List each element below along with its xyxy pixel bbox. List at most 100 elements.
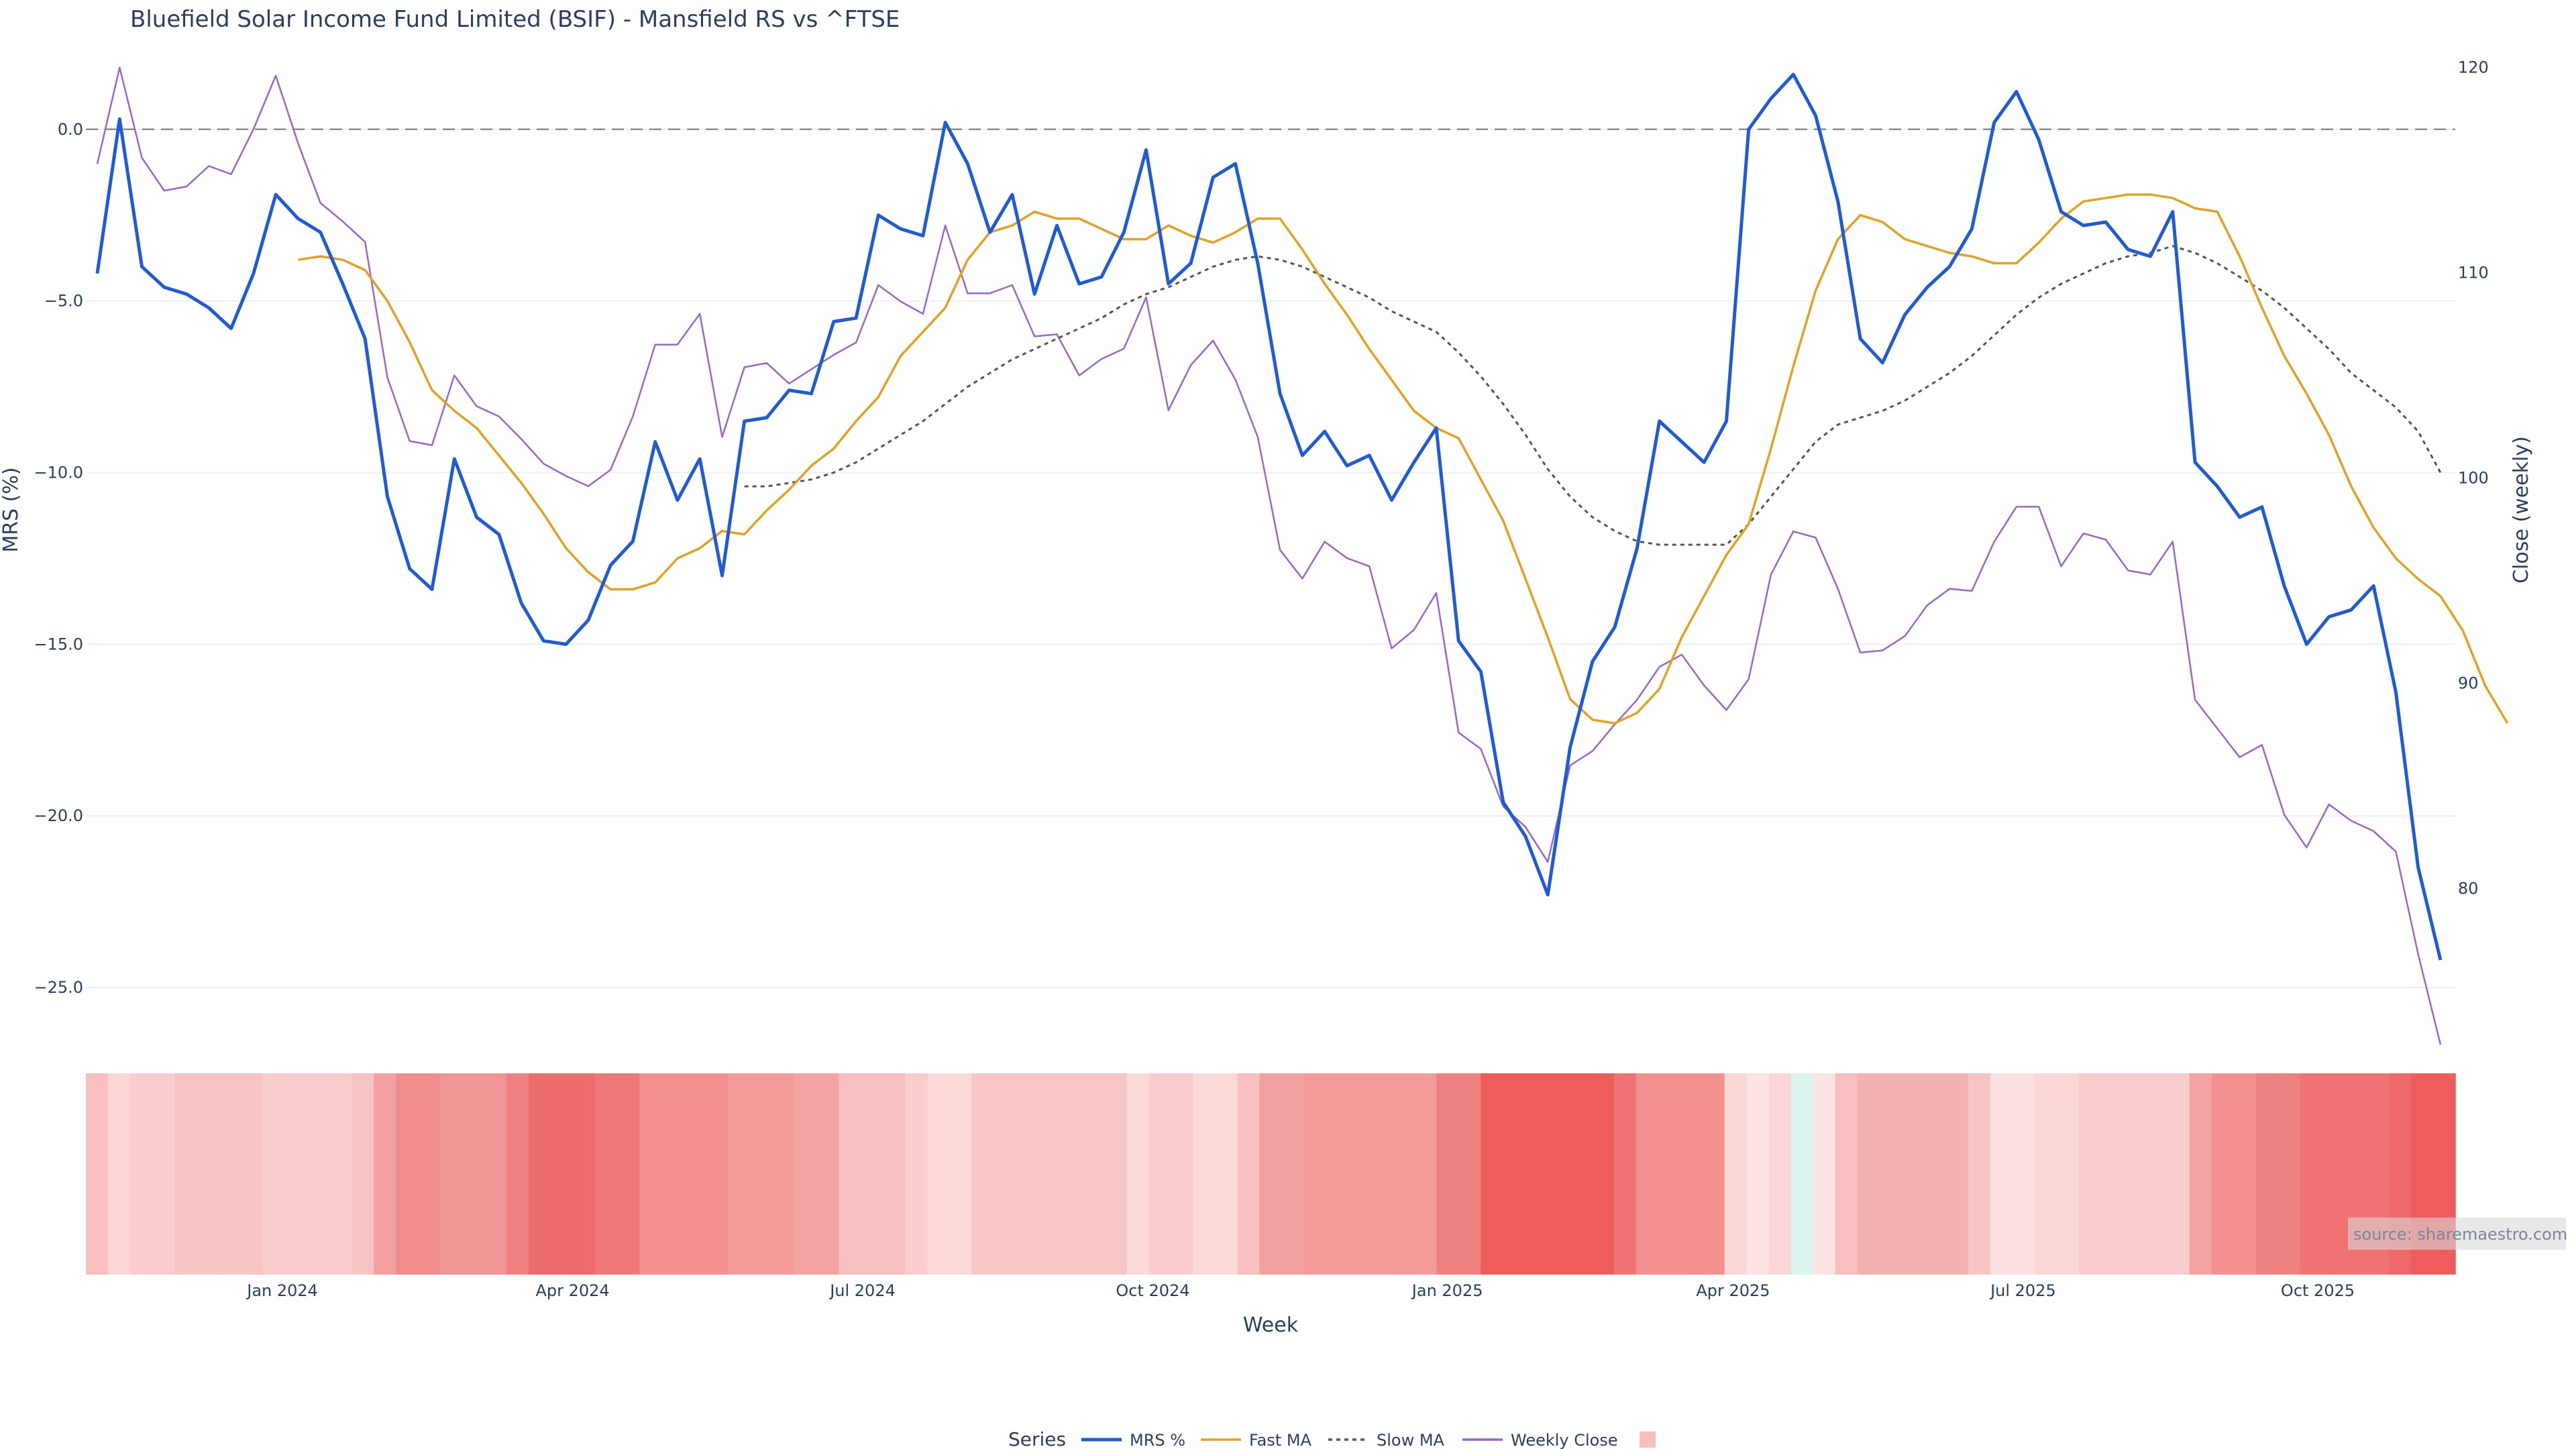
heatmap-cell	[2123, 1073, 2146, 1275]
heatmap-cell	[595, 1073, 619, 1275]
heatmap-cell	[1060, 1073, 1083, 1275]
heatmap-cell	[1392, 1073, 1415, 1275]
heatmap-cell	[506, 1073, 529, 1275]
heatmap-cell	[2056, 1073, 2080, 1275]
legend: Series MRS % Fast MA Slow MA Weekly Close	[1008, 1428, 1656, 1449]
heatmap-cell	[2012, 1073, 2035, 1275]
y-left-tick-label: −10.0	[34, 464, 83, 482]
heatmap-cell	[2211, 1073, 2235, 1275]
heatmap-cell	[396, 1073, 419, 1275]
heatmap-cell	[1857, 1073, 1880, 1275]
source-annotation: source: sharemaestro.com	[2348, 1218, 2567, 1250]
heatmap-cell	[2233, 1073, 2257, 1275]
x-tick-label: Oct 2024	[1116, 1281, 1189, 1300]
heatmap-cell	[1658, 1073, 1681, 1275]
heatmap-cell	[1768, 1073, 1792, 1275]
x-tick-label: Apr 2025	[1696, 1281, 1770, 1300]
heatmap-cell	[2322, 1073, 2345, 1275]
heatmap-cell	[1082, 1073, 1106, 1275]
heatmap-cell	[2034, 1073, 2057, 1275]
heatmap-cell	[2100, 1073, 2124, 1275]
heatmap-cell	[1259, 1073, 1283, 1275]
heatmap-cell	[1968, 1073, 1991, 1275]
heatmap-cell	[905, 1073, 928, 1275]
y-right-tick-label: 120	[2458, 58, 2489, 77]
heatmap-cell	[1414, 1073, 1438, 1275]
heatmap-cell	[418, 1073, 441, 1275]
series-line-fast-ma	[298, 193, 2509, 724]
heatmap-cell	[750, 1073, 773, 1275]
heatmap-cell	[374, 1073, 396, 1275]
x-tick-label: Apr 2024	[535, 1281, 609, 1300]
heatmap-cell	[2255, 1073, 2279, 1275]
heatmap-strip	[86, 1073, 2456, 1275]
heatmap-cell	[861, 1073, 884, 1275]
chart-title: Bluefield Solar Income Fund Limited (BSI…	[130, 6, 900, 33]
heatmap-cell	[1193, 1073, 1216, 1275]
heatmap-cell	[1525, 1073, 1548, 1275]
x-axis-title: Week	[1243, 1313, 1299, 1337]
heatmap-cell	[2300, 1073, 2323, 1275]
heatmap-cell	[927, 1073, 951, 1275]
series-line-mrs	[95, 72, 2443, 961]
heatmap-cell	[728, 1073, 751, 1275]
series-line-weekly-close	[96, 66, 2442, 1045]
heatmap-cell	[1326, 1073, 1349, 1275]
gridlines	[86, 128, 2455, 989]
heatmap-cell	[1813, 1073, 1836, 1275]
heatmap-cell	[108, 1073, 131, 1275]
heatmap-cell	[152, 1073, 175, 1275]
heatmap-cell	[263, 1073, 286, 1275]
heatmap-cell	[1613, 1073, 1637, 1275]
heatmap-cell	[1370, 1073, 1393, 1275]
y-axis-right-title: Close (weekly)	[2510, 436, 2533, 584]
heatmap-cell	[1348, 1073, 1371, 1275]
heatmap-cell	[994, 1073, 1017, 1275]
heatmap-cell	[1215, 1073, 1238, 1275]
heatmap-cell	[1436, 1073, 1460, 1275]
y-right-tick-label: 80	[2458, 879, 2479, 898]
heatmap-cell	[1680, 1073, 1703, 1275]
heatmap-cell	[1303, 1073, 1327, 1275]
legend-label: MRS %	[1130, 1431, 1185, 1449]
source-annotation-box	[2348, 1218, 2566, 1250]
legend-label: Weekly Close	[1511, 1431, 1618, 1449]
series-line-slow-ma	[744, 245, 2442, 546]
heatmap-cell	[1879, 1073, 1902, 1275]
heatmap-cell	[1126, 1073, 1150, 1275]
heatmap-cell	[551, 1073, 574, 1275]
x-tick-label: Oct 2025	[2281, 1281, 2355, 1300]
heatmap-cell	[1790, 1073, 1814, 1275]
heatmap-cell	[1038, 1073, 1061, 1275]
source-note: source: sharemaestro.com	[2353, 1225, 2567, 1244]
heatmap-cell	[2277, 1073, 2301, 1275]
heatmap-cell	[1016, 1073, 1039, 1275]
y-right-tick-label: 110	[2458, 264, 2489, 282]
x-tick-label: Jan 2025	[1411, 1281, 1483, 1300]
heatmap-cell	[1835, 1073, 1858, 1275]
heatmap-cell	[1591, 1073, 1615, 1275]
heatmap-cell	[329, 1073, 352, 1275]
x-tick-label: Jul 2025	[1989, 1281, 2056, 1300]
legend-title: Series	[1008, 1428, 1066, 1449]
heatmap-cell	[529, 1073, 551, 1275]
y-left-tick-label: −15.0	[34, 635, 83, 653]
heatmap-cell	[1503, 1073, 1526, 1275]
heatmap-cell	[1990, 1073, 2013, 1275]
heatmap-cell	[1923, 1073, 1947, 1275]
axis-ticks: 0.0 −5.0 −10.0 −15.0 −20.0 −25.0 120 110 100 90 80…	[34, 58, 2488, 1300]
heatmap-cell	[1281, 1073, 1305, 1275]
heatmap-cell	[2145, 1073, 2168, 1275]
heatmap-cell	[772, 1073, 796, 1275]
heatmap-cell	[2167, 1073, 2190, 1275]
heatmap-cell	[2189, 1073, 2212, 1275]
legend-label: Fast MA	[1249, 1431, 1312, 1449]
heatmap-cell	[462, 1073, 485, 1275]
heatmap-cell	[241, 1073, 264, 1275]
heatmap-cell	[1569, 1073, 1593, 1275]
x-tick-label: Jul 2024	[828, 1281, 896, 1300]
heatmap-cell	[839, 1073, 862, 1275]
legend-swatch-heatmap	[1640, 1432, 1656, 1448]
y-right-tick-label: 100	[2458, 469, 2489, 488]
y-left-tick-label: −20.0	[34, 806, 83, 825]
